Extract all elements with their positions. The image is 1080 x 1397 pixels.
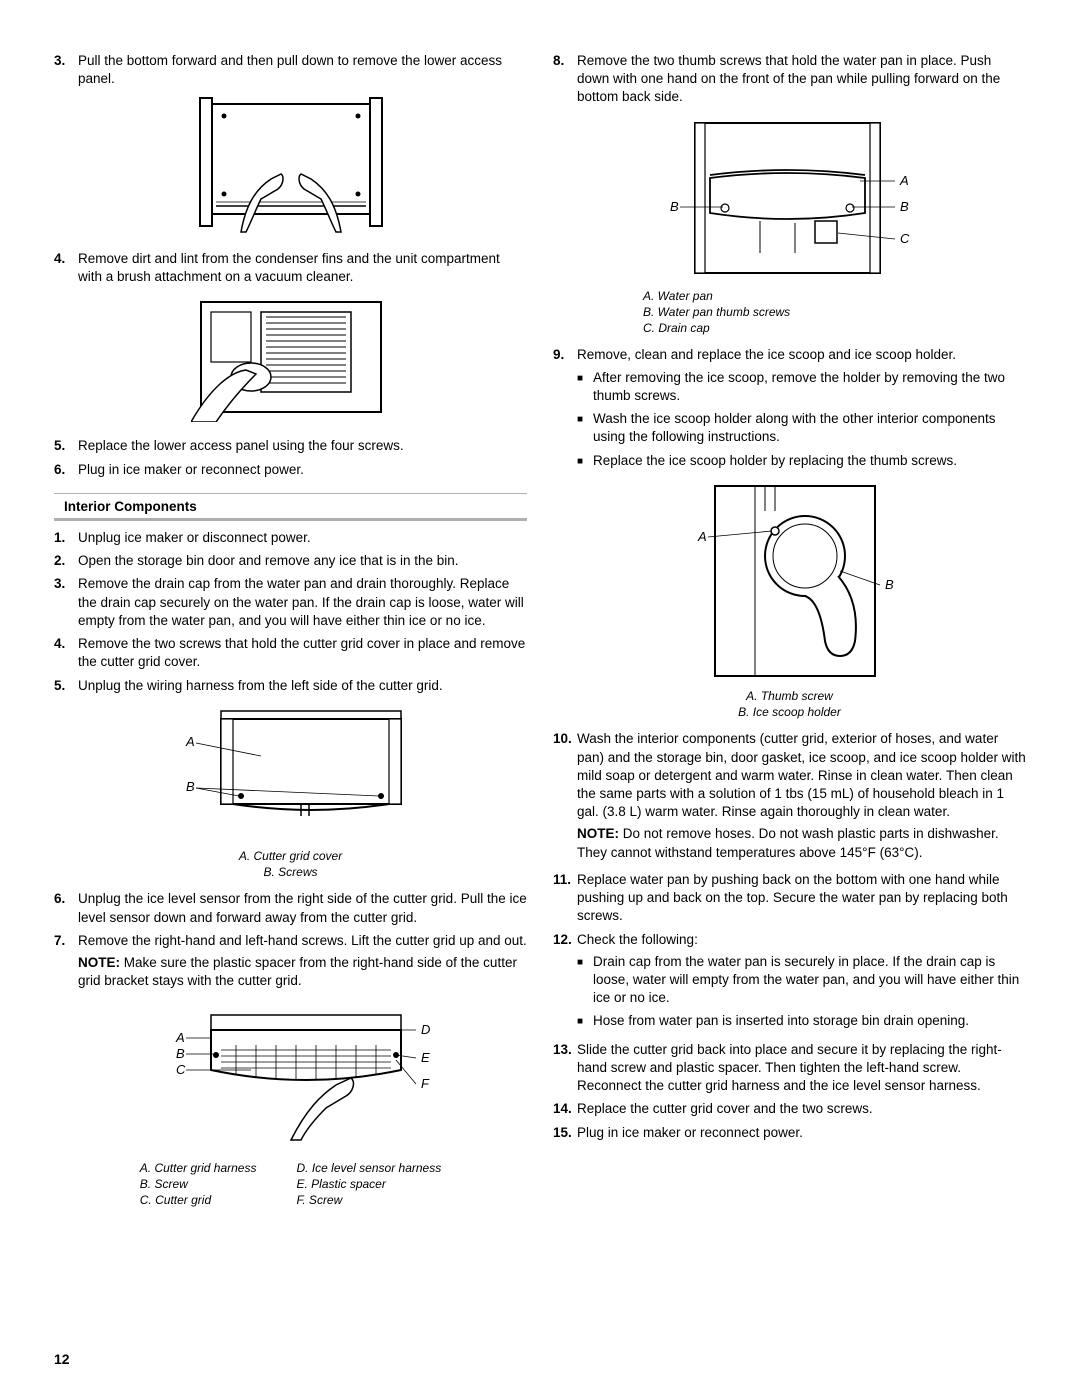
figure-water-pan: A B B C A. Water pan B. Water pan thumb … <box>553 113 1026 337</box>
interior-components-heading: Interior Components <box>54 493 527 521</box>
step-text: Replace the lower access panel using the… <box>78 438 404 453</box>
list-item: 3.Remove the drain cap from the water pa… <box>54 575 527 630</box>
figure-condenser <box>54 292 527 427</box>
svg-text:C: C <box>176 1062 186 1077</box>
list-item: 13.Slide the cutter grid back into place… <box>553 1041 1026 1096</box>
svg-text:C: C <box>900 231 910 246</box>
svg-text:B: B <box>186 779 195 794</box>
svg-text:F: F <box>421 1076 430 1091</box>
list-item: 3. Pull the bottom forward and then pull… <box>54 52 527 88</box>
figure-cutter-grid: A B C D E F A. Cutter grid harness B. Sc… <box>54 1000 527 1208</box>
bullet-item: After removing the ice scoop, remove the… <box>577 369 1026 405</box>
list-item: 5.Unplug the wiring harness from the lef… <box>54 677 527 695</box>
list-item: 8.Remove the two thumb screws that hold … <box>553 52 1026 107</box>
list-item: 15.Plug in ice maker or reconnect power. <box>553 1124 1026 1142</box>
svg-text:B: B <box>900 199 909 214</box>
page-columns: 3. Pull the bottom forward and then pull… <box>54 52 1026 1218</box>
caption-a: A. Cutter grid cover <box>54 848 527 864</box>
list-item: 9. Remove, clean and replace the ice sco… <box>553 346 1026 474</box>
list-item: 1.Unplug ice maker or disconnect power. <box>54 529 527 547</box>
figure-access-panel <box>54 94 527 239</box>
bullet-item: Hose from water pan is inserted into sto… <box>577 1012 1026 1030</box>
figure-scoop-holder: A B A. Thumb screw B. Ice scoop holder <box>553 481 1026 721</box>
step-text: Remove dirt and lint from the condenser … <box>78 251 500 284</box>
svg-text:E: E <box>421 1050 430 1065</box>
svg-text:B: B <box>176 1046 185 1061</box>
step-text: Plug in ice maker or reconnect power. <box>78 462 304 477</box>
svg-text:B: B <box>885 577 894 592</box>
step-num: 3. <box>54 52 78 88</box>
list-item: 12. Check the following: Drain cap from … <box>553 931 1026 1036</box>
step-num: 5. <box>54 437 78 455</box>
svg-text:D: D <box>421 1022 430 1037</box>
bullet-item: Drain cap from the water pan is securely… <box>577 953 1026 1008</box>
svg-text:A: A <box>175 1030 185 1045</box>
list-item: 14.Replace the cutter grid cover and the… <box>553 1100 1026 1118</box>
list-item: 6. Plug in ice maker or reconnect power. <box>54 461 527 479</box>
list-item: 11.Replace water pan by pushing back on … <box>553 871 1026 926</box>
list-item: 5. Replace the lower access panel using … <box>54 437 527 455</box>
bullet-item: Wash the ice scoop holder along with the… <box>577 410 1026 446</box>
page-number: 12 <box>54 1350 70 1369</box>
svg-text:A: A <box>185 734 195 749</box>
right-column: 8.Remove the two thumb screws that hold … <box>553 52 1026 1218</box>
step-text: Pull the bottom forward and then pull do… <box>78 53 502 86</box>
list-item: 6.Unplug the ice level sensor from the r… <box>54 890 527 926</box>
svg-text:A: A <box>697 529 707 544</box>
svg-text:B: B <box>670 199 679 214</box>
svg-text:A: A <box>899 173 909 188</box>
figure-cutter-grid-cover: A B A. Cutter grid cover B. Screws <box>54 701 527 881</box>
list-item: 4.Remove the two screws that hold the cu… <box>54 635 527 671</box>
left-column: 3. Pull the bottom forward and then pull… <box>54 52 527 1218</box>
figure-caption: A. Cutter grid harness B. Screw C. Cutte… <box>54 1160 527 1209</box>
step-num: 6. <box>54 461 78 479</box>
list-item: 10. Wash the interior components (cutter… <box>553 730 1026 866</box>
bullet-item: Replace the ice scoop holder by replacin… <box>577 452 1026 470</box>
list-item: 7. Remove the right-hand and left-hand s… <box>54 932 527 995</box>
step-num: 4. <box>54 250 78 286</box>
list-item: 2.Open the storage bin door and remove a… <box>54 552 527 570</box>
caption-b: B. Screws <box>54 864 527 880</box>
list-item: 4. Remove dirt and lint from the condens… <box>54 250 527 286</box>
